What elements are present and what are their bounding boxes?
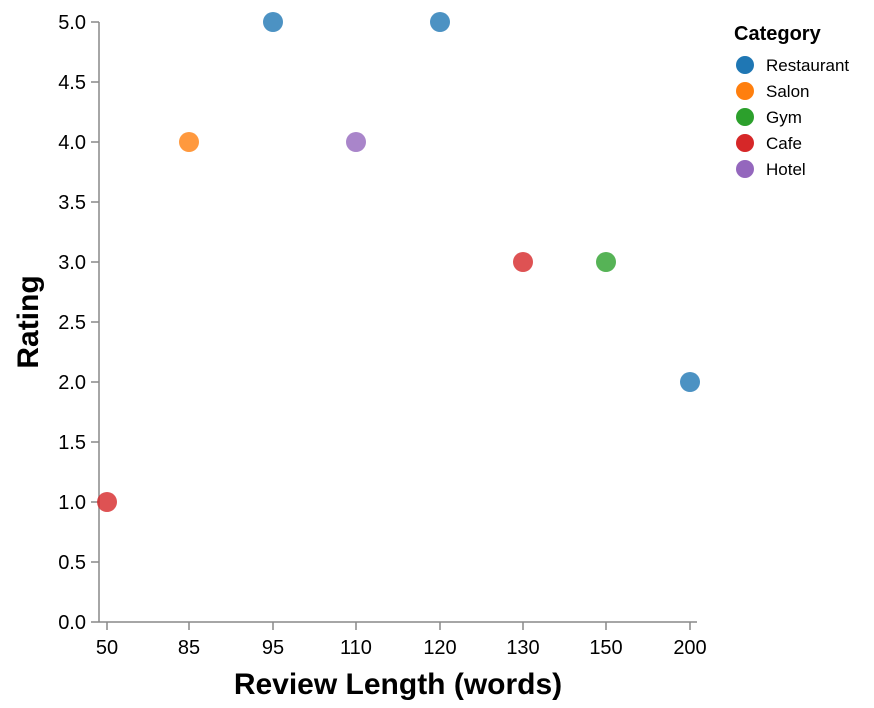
data-point-salon: [179, 132, 199, 152]
legend-swatch: [736, 160, 754, 178]
y-tick-label: 1.0: [58, 492, 86, 514]
data-point-hotel: [346, 132, 366, 152]
x-tick-label: 110: [340, 637, 372, 659]
y-tick-label: 3.5: [58, 192, 86, 214]
x-tick-label: 85: [178, 637, 200, 659]
y-tick-label: 1.5: [58, 432, 86, 454]
y-tick-label: 0.0: [58, 612, 86, 634]
legend-label: Gym: [766, 108, 802, 127]
x-tick-label: 120: [423, 637, 456, 659]
legend: Category Restaurant Salon Gym Cafe Hotel: [734, 23, 849, 179]
legend-entry-restaurant: Restaurant: [736, 56, 849, 75]
y-tick-label: 3.0: [58, 252, 86, 274]
axes: 0.0 0.5 1.0 1.5 2.0 2.5 3.0 3.5 4.0 4.5 5.0 50 85 95…: [58, 12, 707, 659]
legend-label: Restaurant: [766, 56, 849, 75]
y-tick-label: 4.0: [58, 132, 86, 154]
data-point-restaurant: [263, 12, 283, 32]
legend-entry-hotel: Hotel: [736, 160, 806, 179]
x-tick-label: 130: [506, 637, 539, 659]
legend-label: Cafe: [766, 134, 802, 153]
data-point-gym: [596, 252, 616, 272]
legend-swatch: [736, 108, 754, 126]
data-point-cafe: [97, 492, 117, 512]
legend-entries: Restaurant Salon Gym Cafe Hotel: [736, 56, 849, 179]
y-axis-title: Rating: [12, 275, 45, 368]
legend-entry-cafe: Cafe: [736, 134, 802, 153]
y-tick-label: 2.5: [58, 312, 86, 334]
data-points: [97, 12, 700, 512]
data-point-cafe: [513, 252, 533, 272]
legend-title: Category: [734, 23, 822, 45]
y-tick-label: 4.5: [58, 72, 86, 94]
x-axis-ticks: 50 85 95 110 120 130 150 200: [96, 622, 707, 659]
y-axis-ticks: 0.0 0.5 1.0 1.5 2.0 2.5 3.0 3.5 4.0 4.5 5.0: [58, 12, 99, 634]
y-tick-label: 0.5: [58, 552, 86, 574]
x-tick-label: 95: [262, 637, 284, 659]
legend-swatch: [736, 82, 754, 100]
legend-label: Hotel: [766, 160, 806, 179]
x-tick-label: 150: [589, 637, 622, 659]
data-point-restaurant: [680, 372, 700, 392]
legend-label: Salon: [766, 82, 809, 101]
legend-entry-salon: Salon: [736, 82, 809, 101]
legend-swatch: [736, 134, 754, 152]
x-tick-label: 200: [673, 637, 706, 659]
legend-entry-gym: Gym: [736, 108, 802, 127]
y-tick-label: 5.0: [58, 12, 86, 34]
y-tick-label: 2.0: [58, 372, 86, 394]
legend-swatch: [736, 56, 754, 74]
x-axis-title: Review Length (words): [234, 668, 562, 701]
data-point-restaurant: [430, 12, 450, 32]
x-tick-label: 50: [96, 637, 118, 659]
